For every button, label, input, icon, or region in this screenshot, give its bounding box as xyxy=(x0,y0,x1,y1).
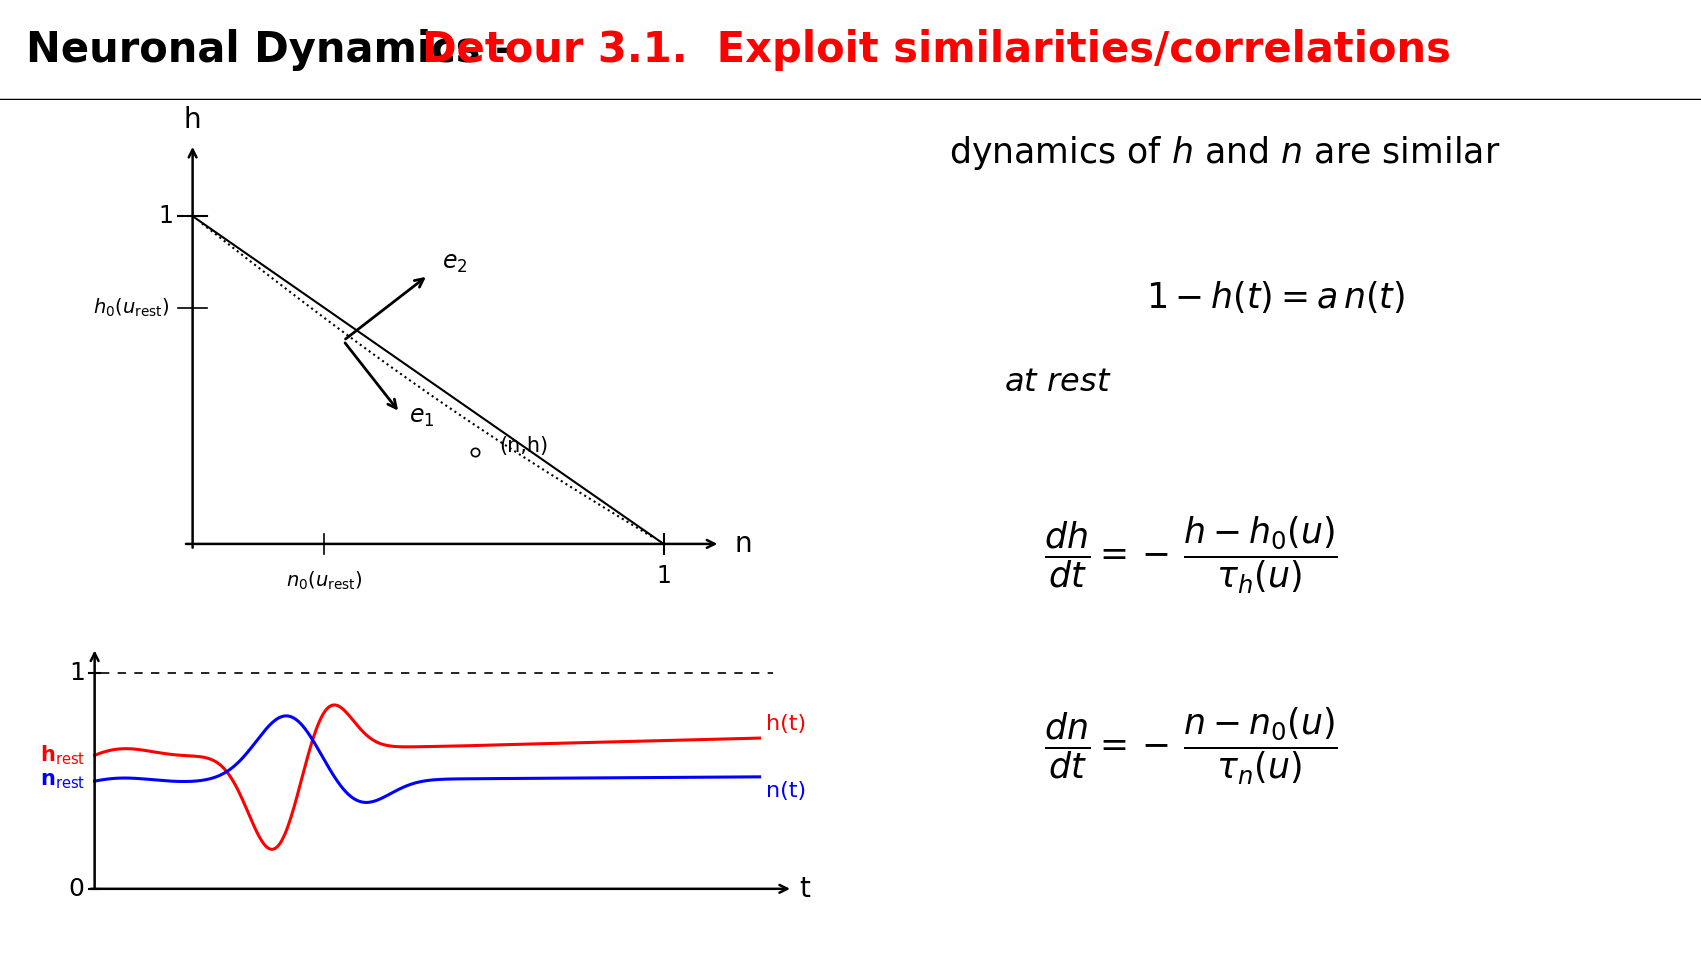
Text: n: n xyxy=(735,530,752,558)
Text: 1: 1 xyxy=(68,661,85,685)
Text: $h_0(u_{\rm rest})$: $h_0(u_{\rm rest})$ xyxy=(92,297,168,319)
Text: Neuronal Dynamics –: Neuronal Dynamics – xyxy=(26,30,531,71)
Text: $at\ rest$: $at\ rest$ xyxy=(1004,367,1111,398)
Text: $n_0(u_{\rm rest})$: $n_0(u_{\rm rest})$ xyxy=(286,570,362,592)
Text: $e_1$: $e_1$ xyxy=(410,405,435,429)
Text: h: h xyxy=(184,106,201,134)
Text: $\dfrac{dh}{dt} = -\,\dfrac{h - h_0(u)}{\tau_h(u)}$: $\dfrac{dh}{dt} = -\,\dfrac{h - h_0(u)}{… xyxy=(1044,514,1337,596)
Text: 0: 0 xyxy=(68,877,85,901)
Text: $\mathbf{h}_{\rm rest}$: $\mathbf{h}_{\rm rest}$ xyxy=(39,744,85,768)
Text: 1: 1 xyxy=(657,564,672,588)
Text: $\mathbf{n}_{\rm rest}$: $\mathbf{n}_{\rm rest}$ xyxy=(39,771,85,791)
Text: Detour 3.1.  Exploit similarities/correlations: Detour 3.1. Exploit similarities/correla… xyxy=(422,30,1451,71)
Text: t: t xyxy=(799,875,810,902)
Text: (n,h): (n,h) xyxy=(498,435,548,456)
Text: h(t): h(t) xyxy=(765,714,806,734)
Text: $1 - h(t) = a\,n(t)$: $1 - h(t) = a\,n(t)$ xyxy=(1146,278,1405,315)
Text: n(t): n(t) xyxy=(765,781,806,801)
Text: $\dfrac{dn}{dt} = -\,\dfrac{n - n_0(u)}{\tau_n(u)}$: $\dfrac{dn}{dt} = -\,\dfrac{n - n_0(u)}{… xyxy=(1044,705,1337,788)
Text: $e_2$: $e_2$ xyxy=(442,251,468,275)
Text: 1: 1 xyxy=(158,204,174,228)
Text: dynamics of $\mathit{h}$ and $\mathit{n}$ are similar: dynamics of $\mathit{h}$ and $\mathit{n}… xyxy=(949,134,1500,172)
